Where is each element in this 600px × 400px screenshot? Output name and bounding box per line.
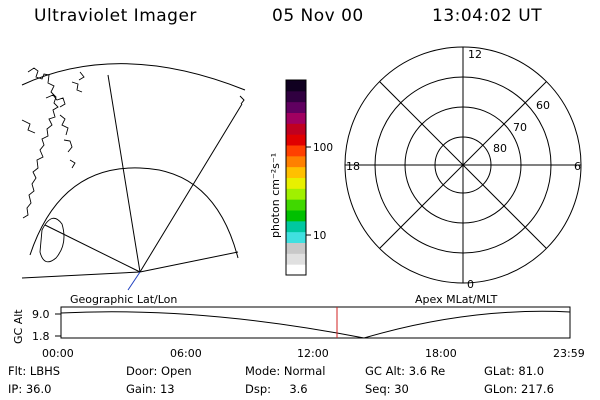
meridian-2 [139,103,243,273]
colorbar [286,80,306,276]
mlt-label-12: 12 [468,48,482,61]
ytick-label-9: 9.0 [32,308,50,321]
colorbar-segment [286,177,306,189]
colorbar-segment [286,90,306,103]
mlat-label-80: 80 [493,142,507,155]
colorbar-segment [286,231,306,243]
colorbar-frame [285,79,307,276]
info-seq: Seq: 30 [365,382,409,396]
colorbar-label: photon cm⁻²s⁻¹ [269,153,282,238]
meridian-4 [139,251,239,273]
colorbar-ticklabel-100: 100 [313,142,333,154]
colorbar-segment [286,112,306,124]
xtick-label-2359: 23:59 [553,347,585,360]
colorbar-segment [286,199,306,211]
geographic-map [21,63,246,291]
altitude-plot-frame [60,306,571,339]
mlt-label-18: 18 [346,160,360,173]
info-dsp-value: 3.6 [289,382,308,396]
info-gcalt-value: 3.6 Re [408,364,446,378]
info-door-value: Open [160,364,192,378]
colorbar-segment [286,220,306,233]
colorbar-segment [286,134,306,146]
colorbar-segment [286,242,306,254]
info-glat: GLat: 81.0 [484,364,545,378]
colorbar-segment [286,145,306,157]
polar-plot [344,46,582,284]
meridian-3 [44,224,141,273]
info-flt: Flt: LBHS [8,364,61,378]
apex-caption: Apex MLat/MLT [415,293,498,306]
colorbar-segment [286,188,306,200]
info-flt-value: LBHS [29,364,61,378]
info-glat-value: 81.0 [518,364,545,378]
mlat-label-60: 60 [536,99,550,112]
info-seq-value: 30 [394,382,409,396]
polar-diagonal-2 [379,81,547,249]
meridian-5 [21,271,141,279]
info-ip: IP: 36.0 [8,382,52,396]
xtick-label-0600: 06:00 [170,347,202,360]
colorbar-segment [286,101,306,113]
geographic-caption: Geographic Lat/Lon [70,293,178,306]
mlat-label-70: 70 [513,121,527,134]
xtick-label-1200: 12:00 [297,347,329,360]
info-mode-value: Normal [283,364,326,378]
meridian-1 [107,74,141,273]
instrument-title: Ultraviolet Imager [34,6,197,26]
info-mode: Mode: Normal [245,364,326,378]
info-door: Door: Open [126,364,192,378]
colorbar-segment [286,80,306,92]
colorbar-segment [286,253,306,265]
colorbar-segment [286,123,306,135]
xtick-label-1800: 18:00 [425,347,457,360]
mlt-label-6: 6 [574,160,581,173]
info-glon-value: 217.6 [520,382,554,396]
info-dsp: Dsp: 3.6 [245,382,308,396]
coastline-outline [21,67,85,263]
altitude-curve [60,310,571,339]
date-label: 05 Nov 00 [272,6,364,26]
colorbar-segment [286,166,306,178]
mlt-label-0: 0 [467,278,474,291]
spin-axis-line [127,271,141,291]
xtick-label-0000: 00:00 [42,347,74,360]
terminator-mark [239,95,245,105]
time-label: 13:04:02 UT [432,6,543,26]
colorbar-segment [286,210,306,222]
latitude-circle-outer [21,63,246,91]
ytick-label-1-8: 1.8 [32,330,50,343]
colorbar-segment [286,155,306,168]
info-ip-value: 36.0 [25,382,52,396]
altitude-ylabel: GC Alt [12,309,25,344]
colorbar-ticklabel-10: 10 [313,230,326,242]
colorbar-segment [286,264,306,276]
latitude-circle-inner [29,167,239,259]
info-gcalt: GC Alt: 3.6 Re [365,364,446,378]
info-glon: GLon: 217.6 [484,382,554,396]
info-gain-value: 13 [159,382,175,396]
info-gain: Gain: 13 [126,382,175,396]
